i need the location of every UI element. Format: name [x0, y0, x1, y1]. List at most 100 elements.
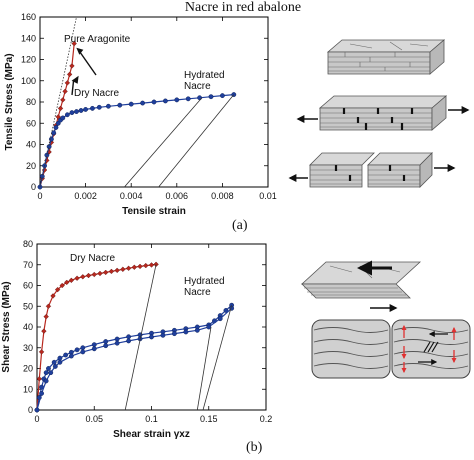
- data-point: [60, 115, 66, 121]
- series-line: [124, 97, 203, 188]
- data-point: [151, 99, 157, 105]
- data-point: [91, 271, 97, 278]
- y-tick-label: 100: [21, 76, 36, 86]
- data-point: [174, 97, 180, 103]
- y-tick-label: 50: [23, 301, 33, 311]
- y-tick-label: 120: [21, 55, 36, 65]
- x-tick-label: 0.01: [259, 191, 277, 201]
- data-point: [66, 71, 73, 78]
- y-tick-label: 10: [23, 384, 33, 394]
- data-point: [103, 269, 109, 276]
- data-point: [69, 110, 75, 116]
- annotation-arrow: [71, 79, 75, 96]
- data-point: [62, 88, 68, 95]
- data-point: [57, 359, 63, 365]
- data-point: [68, 277, 75, 283]
- data-point: [194, 327, 200, 333]
- y-tick-label: 70: [23, 260, 33, 270]
- data-point: [46, 366, 51, 371]
- x-axis-label: Tensile strain: [122, 206, 186, 217]
- y-axis-label: Shear Stress (MPa): [1, 281, 12, 372]
- x-tick-label: 0.1: [145, 414, 158, 424]
- y-tick-label: 160: [21, 12, 36, 22]
- y-tick-label: 60: [26, 118, 36, 128]
- data-point: [148, 262, 155, 268]
- data-point: [68, 353, 74, 359]
- data-point: [140, 100, 146, 106]
- x-tick-label: 0: [34, 414, 39, 424]
- data-point: [128, 101, 134, 107]
- data-point: [185, 96, 191, 102]
- series-line: [36, 304, 233, 411]
- data-point: [97, 270, 103, 277]
- annotation-label: Hydrated Nacre: [184, 70, 225, 92]
- data-point: [219, 93, 225, 99]
- data-point: [45, 303, 52, 309]
- data-point: [80, 274, 86, 280]
- data-point: [64, 80, 71, 86]
- data-point: [74, 275, 80, 281]
- x-tick-label: 0.05: [85, 414, 103, 424]
- y-tick-label: 60: [23, 281, 33, 291]
- series-line: [124, 264, 157, 411]
- data-point: [162, 98, 168, 104]
- x-tick-label: 0.002: [74, 191, 97, 201]
- data-point: [114, 267, 120, 274]
- y-tick-label: 80: [23, 239, 33, 249]
- data-point: [80, 345, 86, 351]
- data-point: [46, 144, 52, 150]
- data-point: [217, 316, 223, 322]
- data-point: [96, 104, 102, 110]
- data-point: [43, 313, 49, 320]
- annotation-label: Hydrated Nacre: [184, 276, 225, 298]
- annotation-arrow: [77, 49, 97, 76]
- data-point: [114, 336, 120, 342]
- data-point: [90, 105, 95, 111]
- data-point: [117, 102, 123, 108]
- x-tick-label: 0: [37, 191, 42, 201]
- data-point: [57, 105, 64, 112]
- data-point: [43, 370, 49, 376]
- annotation-label: Pure Aragonite: [64, 34, 131, 45]
- data-point: [208, 94, 214, 100]
- data-point: [80, 349, 86, 355]
- y-tick-label: 20: [23, 364, 33, 374]
- data-point: [41, 328, 47, 334]
- y-tick-label: 40: [23, 322, 33, 332]
- data-point: [53, 125, 59, 130]
- series-line: [202, 305, 233, 411]
- y-tick-label: 20: [26, 161, 36, 171]
- series-line: [39, 16, 77, 188]
- data-point: [106, 103, 111, 109]
- data-point: [69, 63, 75, 69]
- series-line: [36, 263, 157, 411]
- x-axis-label: Shear strain γxz: [113, 429, 190, 440]
- data-point: [85, 272, 92, 279]
- data-point: [83, 107, 89, 112]
- data-point: [60, 97, 66, 103]
- annotation-label: Dry Nacre: [74, 88, 119, 99]
- data-point: [126, 338, 132, 344]
- data-point: [64, 112, 70, 118]
- data-point: [34, 407, 40, 413]
- data-point: [39, 390, 44, 396]
- data-point: [71, 40, 77, 47]
- data-point: [197, 95, 203, 101]
- data-point: [39, 173, 45, 179]
- y-tick-label: 80: [26, 97, 36, 107]
- data-point: [49, 136, 54, 142]
- panel-b-label: (b): [246, 440, 263, 455]
- data-point: [63, 352, 69, 358]
- x-tick-label: 0.008: [211, 191, 234, 201]
- data-point: [52, 364, 58, 369]
- x-tick-label: 0.2: [260, 414, 273, 424]
- y-tick-label: 40: [26, 140, 36, 150]
- data-point: [36, 376, 42, 382]
- data-point: [74, 109, 79, 114]
- data-point: [50, 293, 56, 299]
- x-tick-label: 0.006: [166, 191, 189, 201]
- data-point: [120, 266, 126, 272]
- figure-title: Nacre in red abalone: [184, 0, 302, 15]
- data-point: [51, 359, 57, 365]
- data-point: [64, 279, 70, 286]
